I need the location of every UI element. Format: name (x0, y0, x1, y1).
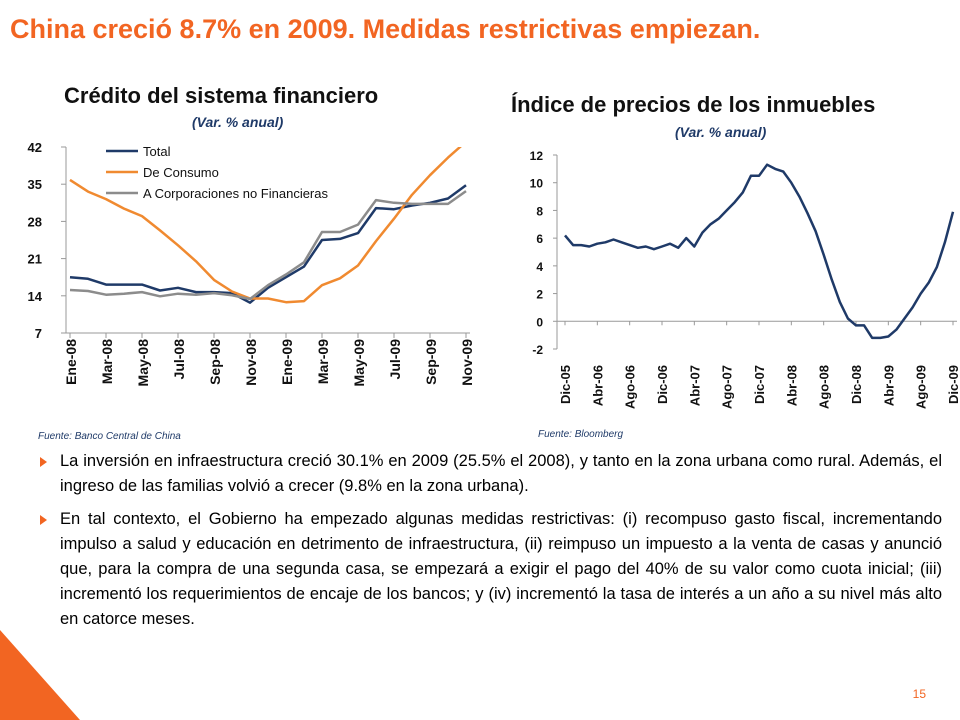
legend-label: A Corporaciones no Financieras (143, 186, 328, 201)
chart-1-subtitle: (Var. % anual) (192, 114, 284, 130)
series-line-2 (69, 147, 462, 304)
x-tick-label: Ago-09 (914, 365, 929, 409)
housing-price-line-chart: -2 0 2 4 6 8 10 12 Dic-05 Abr-06 Ago-06 Dic-06 Abr-0… (530, 149, 960, 409)
x-tick-label: Ago-06 (623, 365, 638, 409)
x-tick-label: Dic-06 (655, 365, 670, 404)
x-tick-label: Jul-08 (171, 339, 187, 380)
y-tick-label: 8 (536, 204, 543, 218)
x-tick-label: Abr-09 (881, 365, 896, 406)
chart-2-title: Índice de precios de los inmuebles (511, 92, 876, 117)
triangle-bullet-icon (40, 457, 47, 467)
x-tick-label: Jul-09 (387, 339, 403, 380)
y-tick-label: 35 (28, 177, 42, 192)
x-tick-label: Dic-07 (752, 365, 767, 404)
x-tick-label: Mar-09 (315, 339, 331, 384)
x-tick-label: Mar-08 (99, 339, 115, 384)
y-tick-label: 6 (536, 232, 543, 246)
bullet-item: En tal contexto, el Gobierno ha empezado… (40, 507, 942, 632)
x-tick-label: Nov-09 (459, 339, 475, 386)
series-line-3 (69, 190, 467, 301)
triangle-bullet-icon (40, 515, 47, 525)
y-tick-label: 7 (35, 326, 42, 341)
x-tick-label: May-09 (351, 339, 367, 387)
x-tick-label: Sep-08 (207, 339, 223, 385)
legend-label: Total (143, 144, 171, 159)
bullet-text: En tal contexto, el Gobierno ha empezado… (60, 510, 942, 628)
series-line-1 (69, 184, 467, 304)
chart-2-source: Fuente: Bloomberg (538, 429, 624, 440)
y-tick-label: 12 (530, 149, 544, 163)
x-tick-label: Sep-09 (423, 339, 439, 385)
y-tick-label: 4 (536, 260, 543, 274)
corner-decoration (0, 630, 80, 720)
x-tick-label: Ene-09 (279, 339, 295, 385)
y-tick-label: 2 (536, 288, 543, 302)
chart-2-subtitle: (Var. % anual) (675, 124, 767, 140)
page-number: 15 (912, 687, 926, 701)
x-tick-label: Abr-06 (590, 365, 605, 406)
x-tick-label: Abr-08 (784, 365, 799, 406)
bullet-list: La inversión en infraestructura creció 3… (40, 449, 942, 640)
bullet-text: La inversión en infraestructura creció 3… (60, 452, 942, 495)
chart-1-source: Fuente: Banco Central de China (38, 431, 181, 442)
x-tick-label: Abr-07 (687, 365, 702, 406)
chart-1-title: Crédito del sistema financiero (64, 83, 379, 108)
legend-label: De Consumo (143, 165, 219, 180)
y-tick-label: 14 (28, 289, 43, 304)
y-tick-label: 21 (28, 252, 42, 267)
y-tick-label: 10 (530, 177, 544, 191)
y-tick-label: -2 (532, 343, 543, 357)
x-tick-label: Ago-07 (720, 365, 735, 409)
y-tick-label: 28 (28, 214, 42, 229)
x-tick-label: Ene-08 (63, 339, 79, 385)
bullet-item: La inversión en infraestructura creció 3… (40, 449, 942, 499)
x-tick-label: May-08 (135, 339, 151, 387)
slide-title: China creció 8.7% en 2009. Medidas restr… (10, 14, 761, 44)
series-line-1 (564, 163, 955, 340)
x-tick-label: Dic-05 (558, 365, 573, 404)
x-tick-label: Ago-08 (817, 365, 832, 409)
x-tick-label: Dic-08 (849, 365, 864, 404)
y-tick-label: 0 (536, 315, 543, 329)
x-tick-label: Nov-08 (243, 339, 259, 386)
y-tick-label: 42 (28, 140, 42, 155)
x-tick-label: Dic-09 (946, 365, 960, 404)
credit-line-chart: 7 14 21 28 35 42 Ene-08 Mar-08 May-08 Jul-08 Sep-0… (28, 140, 475, 387)
